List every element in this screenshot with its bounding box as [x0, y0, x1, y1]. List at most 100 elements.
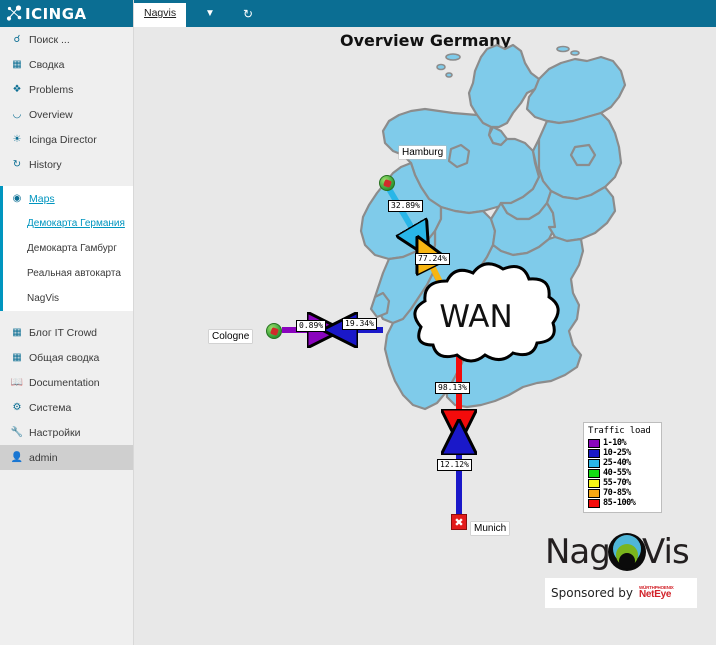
sidebar-nav: ☌ Поиск ... ▦ Сводка ❖ Problems ◡ Overvi…: [0, 27, 133, 177]
line-label-cologne-in[interactable]: 19.34%: [342, 318, 377, 330]
sidebar-item-dashboard[interactable]: ▦ Сводка: [0, 52, 133, 77]
state-bremen: [447, 143, 471, 169]
legend-label: 25-40%: [603, 458, 631, 468]
sidebar-item-icinga-director[interactable]: ☀ Icinga Director: [0, 127, 133, 152]
tab-label: Nagvis: [144, 7, 177, 19]
sidebar-item-general-summary[interactable]: ▦ Общая сводка: [0, 345, 133, 370]
sidebar-item-it-crowd-blog[interactable]: ▦ Блог IT Crowd: [0, 320, 133, 345]
legend-row: 70-85%: [588, 488, 657, 498]
sidebar-item-label: Problems: [29, 83, 74, 96]
sidebar-spacer-2: [0, 311, 133, 320]
sidebar-nav-bottom: ▦ Блог IT Crowd ▦ Общая сводка 📖 Documen…: [0, 320, 133, 470]
topbar: Nagvis ▼ ↻: [134, 0, 716, 27]
sidebar-item-history[interactable]: ↻ History: [0, 152, 133, 177]
tab-nagvis[interactable]: Nagvis: [134, 3, 187, 27]
sidebar-item-demokarta-hamburg[interactable]: Демокарта Гамбург: [3, 236, 133, 261]
icinga-brand[interactable]: ICINGA: [0, 0, 133, 27]
sidebar-item-overview[interactable]: ◡ Overview: [0, 102, 133, 127]
sidebar-item-label: Maps: [29, 192, 55, 205]
nagvis-logo: Nag Vis: [545, 530, 695, 575]
sidebar-item-label: admin: [29, 451, 58, 464]
legend-label: 10-25%: [603, 448, 631, 458]
state-berlin: [569, 143, 597, 167]
icinga-logo-icon: [6, 5, 23, 22]
sidebar-item-system[interactable]: ⚙ Система: [0, 395, 133, 420]
sidebar-item-nagvis[interactable]: NagVis: [3, 286, 133, 311]
line-label-munich-to-wan[interactable]: 12.12%: [437, 459, 472, 471]
nagvis-logo-word-1: Nag: [545, 532, 611, 572]
sidebar-item-maps[interactable]: ◉ Maps: [3, 186, 133, 211]
legend-swatch: [588, 498, 600, 508]
legend-row: 25-40%: [588, 458, 657, 468]
sidebar-item-label: Documentation: [29, 376, 100, 389]
traffic-load-legend: Traffic load 1-10% 10-25% 25-40% 40-55% …: [583, 422, 662, 513]
neteye-logo: WÜRTHPHOENIX NetEye: [638, 584, 674, 601]
nagvis-logo-word-2: Vis: [642, 532, 690, 572]
sidebar-item-label: History: [29, 158, 62, 171]
sidebar-item-real-automap[interactable]: Реальная автокарта: [3, 261, 133, 286]
sidebar-spacer: [0, 177, 133, 186]
exclamation-icon: ❖: [12, 83, 22, 95]
state-saarland: [369, 291, 391, 319]
director-icon: ☀: [12, 133, 22, 145]
legend-swatch: [588, 448, 600, 458]
sidebar-item-label: Сводка: [29, 58, 65, 71]
sidebar-item-documentation[interactable]: 📖 Documentation: [0, 370, 133, 395]
page-title: Overview Germany: [339, 31, 512, 50]
line-label-wan-to-munich[interactable]: 98.13%: [435, 382, 470, 394]
legend-row: 1-10%: [588, 438, 657, 448]
legend-swatch: [588, 478, 600, 488]
book-icon: 📖: [10, 376, 24, 388]
legend-swatch: [588, 438, 600, 448]
sidebar-item-problems[interactable]: ❖ Problems: [0, 77, 133, 102]
user-icon: 👤: [10, 451, 24, 463]
host-down-icon-munich[interactable]: ✖: [451, 514, 467, 530]
legend-row: 85-100%: [588, 498, 657, 508]
sidebar-subitem-label: NagVis: [27, 293, 60, 304]
legend-row: 55-70%: [588, 478, 657, 488]
legend-title: Traffic load: [588, 426, 651, 436]
history-icon: ↻: [12, 158, 22, 170]
sidebar-item-admin[interactable]: 👤 admin: [0, 445, 133, 470]
sidebar-subitem-label: Демокарта Германия: [27, 218, 125, 229]
host-label-munich[interactable]: Munich: [471, 522, 510, 535]
line-label-hamburg-to-wan[interactable]: 32.89%: [388, 200, 423, 212]
host-label-hamburg[interactable]: Hamburg: [399, 146, 447, 159]
legend-swatch: [588, 458, 600, 468]
line-label-cologne-out[interactable]: 0.89%: [296, 320, 327, 332]
dashboard-icon: ▦: [12, 351, 22, 363]
host-label-cologne[interactable]: Cologne: [209, 330, 253, 343]
sidebar-item-label: Overview: [29, 108, 73, 121]
refresh-icon[interactable]: ↻: [242, 6, 254, 21]
nagvis-orb-icon: [608, 533, 646, 571]
line-label-wan-to-hamburg[interactable]: 77.24%: [415, 253, 450, 265]
sidebar-subitem-label: Реальная автокарта: [27, 268, 121, 279]
binoculars-icon: ◡: [12, 108, 22, 120]
chevron-down-icon[interactable]: ▼: [205, 8, 215, 19]
wan-cloud: [413, 262, 560, 363]
sidebar-item-label: Общая сводка: [29, 351, 100, 364]
sidebar-item-search[interactable]: ☌ Поиск ...: [0, 27, 133, 52]
wrench-icon: 🔧: [10, 426, 24, 438]
dashboard-icon: ▦: [12, 58, 22, 70]
sidebar-item-settings[interactable]: 🔧 Настройки: [0, 420, 133, 445]
host-ok-icon-cologne[interactable]: [266, 323, 282, 339]
gear-icon: ⚙: [12, 401, 22, 413]
sponsor-label: Sponsored by: [551, 586, 633, 600]
dashboard-icon: ▦: [12, 326, 22, 338]
sidebar-maps-section: ◉ Maps Демокарта Германия Демокарта Гамб…: [0, 186, 133, 311]
map-content: Overview Germany: [135, 27, 716, 645]
globe-icon: ◉: [12, 192, 22, 204]
sidebar: ICINGA ☌ Поиск ... ▦ Сводка ❖ Problems ◡…: [0, 0, 134, 645]
line-hamburg-to-wan: [382, 180, 420, 242]
host-ok-icon-hamburg[interactable]: [379, 175, 395, 191]
legend-label: 85-100%: [603, 498, 636, 508]
sidebar-subitem-label: Демокарта Гамбург: [27, 243, 117, 254]
germany-map-svg: WAN: [282, 43, 627, 525]
legend-swatch: [588, 468, 600, 478]
legend-row: 10-25%: [588, 448, 657, 458]
sidebar-item-demokarta-germany[interactable]: Демокарта Германия: [3, 211, 133, 236]
legend-row: 40-55%: [588, 468, 657, 478]
neteye-logo-small: WÜRTHPHOENIX: [638, 584, 674, 590]
